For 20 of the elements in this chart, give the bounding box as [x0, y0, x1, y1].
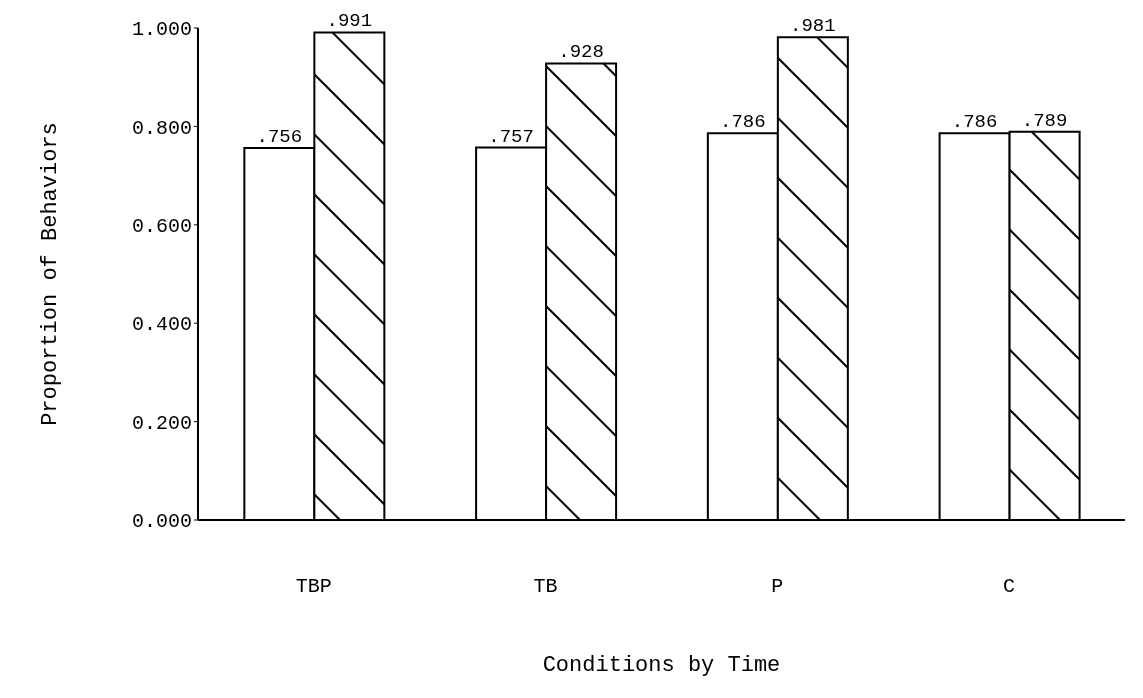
y-tick-label: 0.800	[131, 116, 192, 140]
data-label: .928	[558, 41, 604, 64]
y-tick-label: 0.600	[131, 214, 192, 238]
x-tick-label: C	[1003, 575, 1016, 599]
x-tick-label: TBP	[295, 575, 332, 599]
y-axis-title: Proportion of Behaviors	[37, 122, 63, 426]
x-tick-label: P	[771, 575, 784, 599]
x-axis-title: Conditions by Time	[542, 652, 781, 678]
data-label: .786	[720, 111, 766, 134]
data-label: .991	[326, 10, 373, 33]
y-tick-label: 0.000	[131, 510, 192, 534]
y-tick-label: 0.200	[131, 411, 192, 435]
y-tick-label: 1.000	[131, 18, 192, 42]
data-label: .981	[790, 15, 836, 38]
data-label: .786	[951, 111, 998, 134]
data-label: .757	[488, 125, 534, 148]
data-label: .789	[1021, 109, 1068, 132]
data-label: .756	[256, 126, 303, 149]
y-tick-label: 0.400	[131, 313, 192, 337]
x-tick-label: TB	[533, 575, 558, 599]
